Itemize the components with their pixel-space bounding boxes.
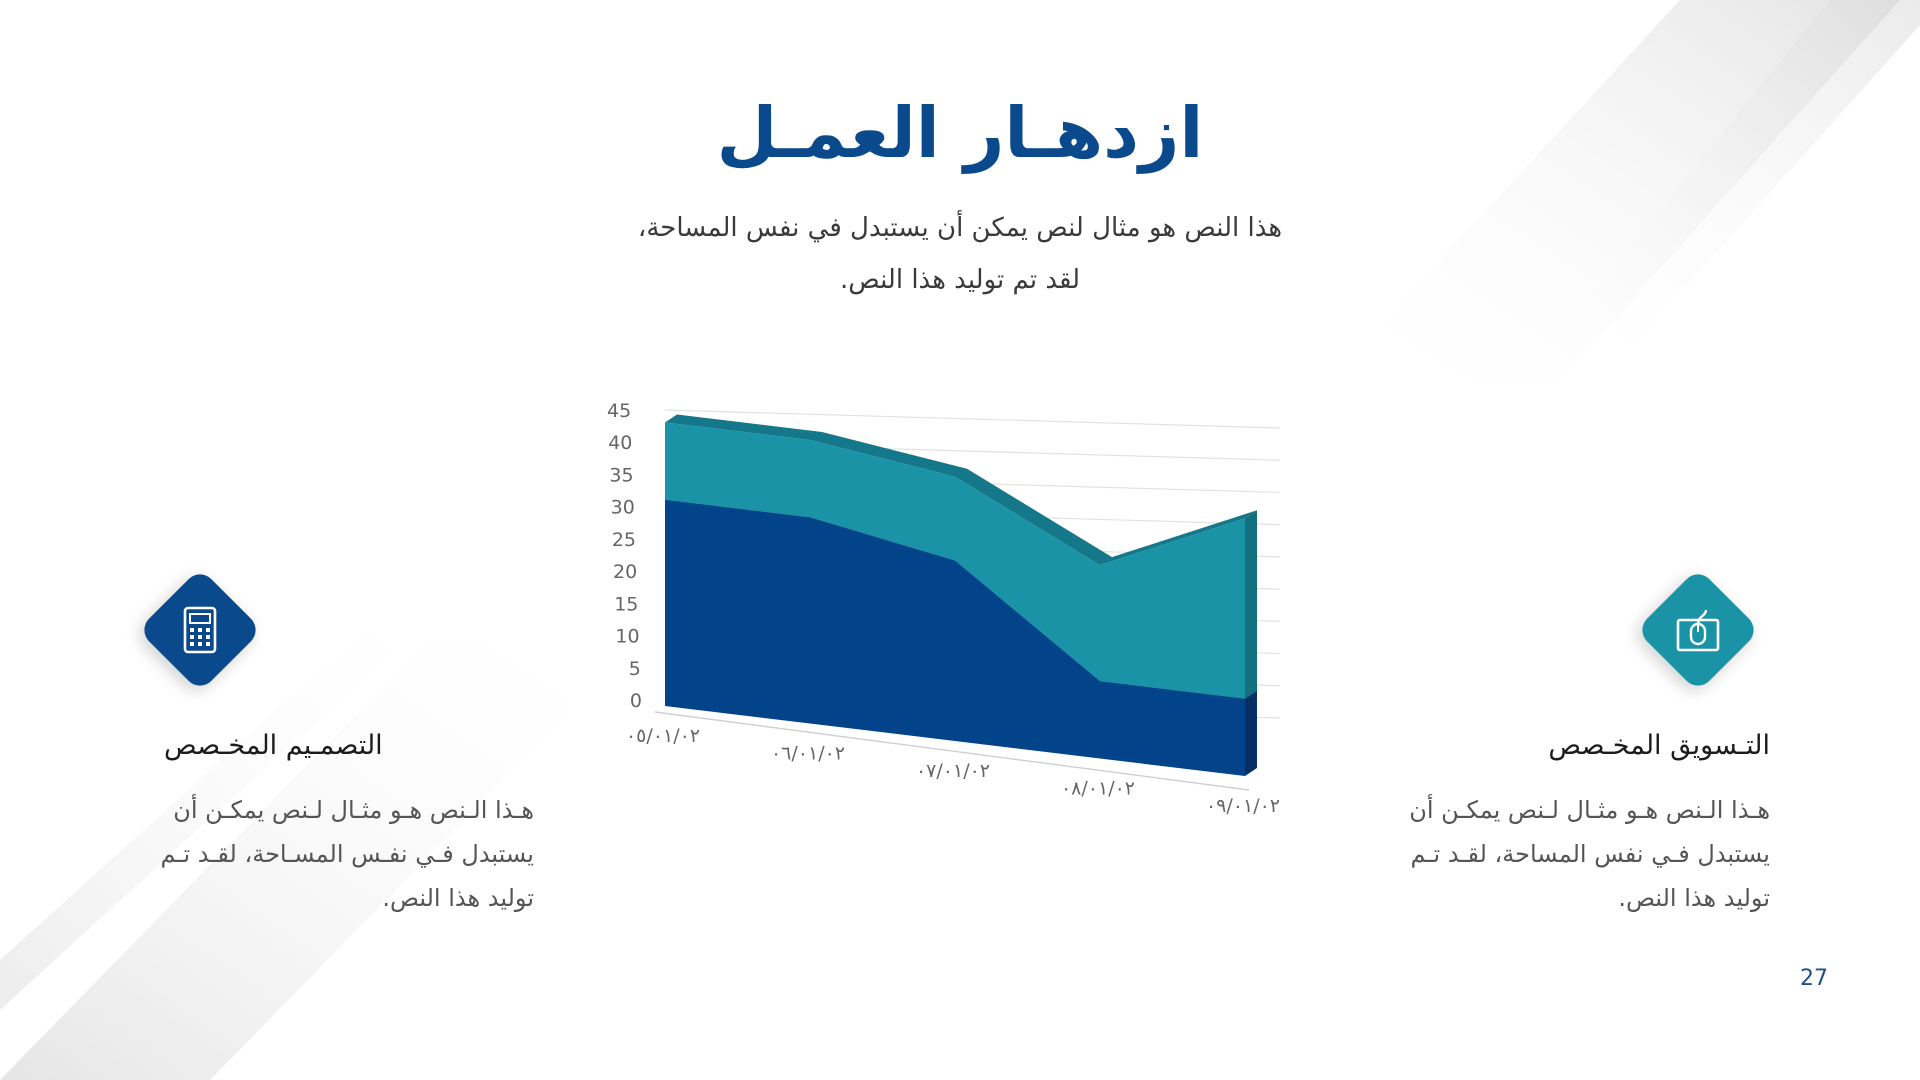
calculator-icon: [183, 606, 217, 654]
series-2-side-face: [1245, 510, 1257, 699]
area-chart: 0 5 10 15 20 25 30 35 40 45 ٠٥/٠١/٠٢ ٠٦/٠١/٠٢ ٠٧/٠١/…: [607, 400, 1281, 817]
y-tick-label: 25: [612, 529, 636, 551]
series-1-side-face: [1245, 690, 1257, 776]
x-tick-label: ٠٧/٠١/٠٢: [916, 760, 990, 782]
mouse-in-box-icon: [1676, 609, 1720, 652]
y-tick-label: 0: [630, 690, 642, 712]
y-tick-label: 20: [613, 561, 637, 583]
x-axis-line: [654, 711, 1250, 791]
feature-left-title: التصمـيم المخـصص: [164, 730, 383, 761]
x-tick-label: ٠٥/٠١/٠٢: [626, 725, 700, 747]
y-tick-label: 45: [607, 400, 631, 422]
x-tick-label: ٠٦/٠١/٠٢: [771, 743, 845, 765]
slide-title: ازدهـار العمـل: [716, 92, 1204, 174]
gridline: [664, 409, 1281, 429]
feature-right-text: هـذا الـنص هـو مثـال لـنص يمكـن أن يستبد…: [1409, 796, 1770, 912]
y-tick-label: 10: [615, 626, 639, 648]
y-tick-label: 35: [609, 464, 633, 486]
y-tick-label: 5: [629, 658, 641, 680]
y-tick-label: 30: [611, 497, 635, 519]
feature-left-text: هـذا الـنص هـو مثـال لـنص يمكـن أن يستبد…: [160, 796, 534, 912]
feature-right-title: التـسويق المخـصص: [1548, 730, 1770, 761]
slide-subtitle: هذا النص هو مثال لنص يمكن أن يستبدل في ن…: [560, 202, 1360, 306]
subtitle-line-2: لقد تم توليد هذا النص.: [839, 265, 1081, 295]
series-2-top-face: [665, 414, 1257, 566]
y-tick-label: 40: [608, 432, 632, 454]
subtitle-line-1: هذا النص هو مثال لنص يمكن أن يستبدل في ن…: [637, 213, 1283, 243]
series-2-area: [665, 422, 1245, 699]
series-1-area: [665, 499, 1245, 776]
page-number: 27: [1800, 966, 1828, 991]
feature-left-badge: [130, 560, 270, 700]
feature-right-badge: [1628, 560, 1768, 700]
x-tick-label: ٠٨/٠١/٠٢: [1061, 778, 1135, 800]
x-tick-label: ٠٩/٠١/٠٢: [1206, 795, 1280, 817]
y-tick-label: 15: [614, 593, 638, 615]
